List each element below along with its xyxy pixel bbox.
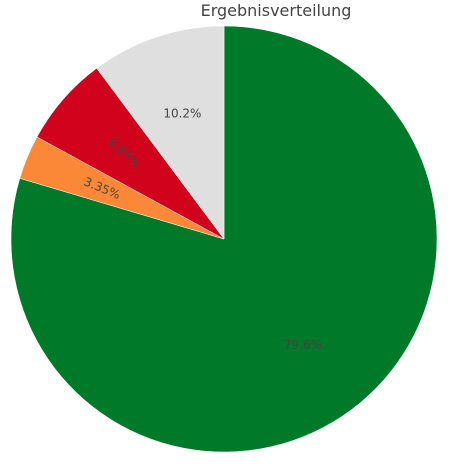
chart-title: Ergebnisverteilung	[201, 1, 352, 20]
pie-slice-label-0: 79.6%	[284, 338, 322, 352]
pie-slice-0[interactable]	[10, 25, 438, 453]
pie-slice-label-3: 10.2%	[163, 107, 201, 121]
pie-slices	[10, 25, 438, 453]
pie-slice-3[interactable]	[96, 25, 225, 240]
